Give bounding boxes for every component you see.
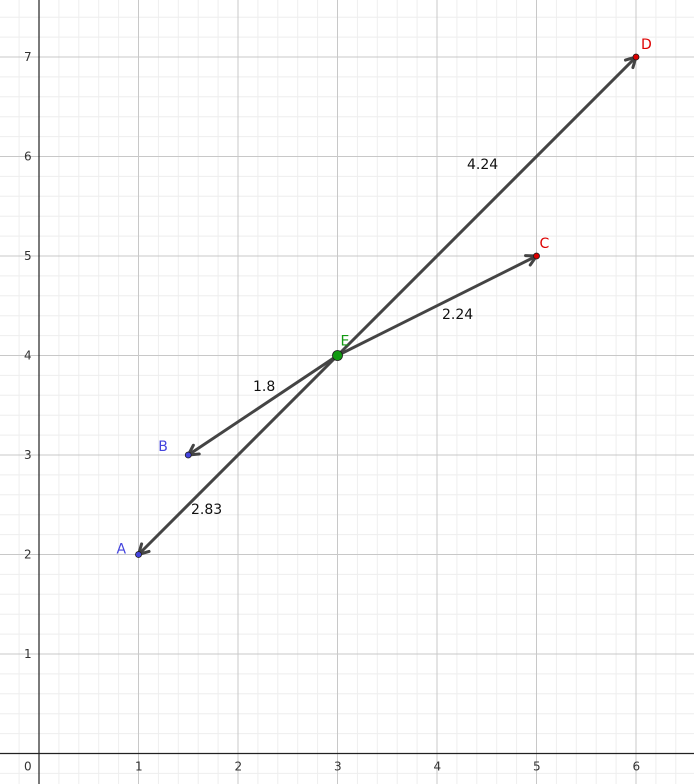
x-tick-label: 4: [434, 760, 442, 774]
y-tick-label: 6: [24, 150, 32, 164]
vector-eb[interactable]: [186, 354, 339, 457]
length-label-ea: 2.83: [191, 502, 222, 518]
point-labels: A B C D E: [117, 37, 652, 558]
x-tick-label: 1: [135, 760, 143, 774]
point-label-b: B: [158, 439, 168, 455]
points: [135, 53, 640, 558]
segment-labels: 2.83 1.8 2.24 4.24: [191, 157, 498, 518]
vectors: [137, 55, 638, 556]
x-tick-label: 0: [24, 760, 32, 774]
length-label-ec: 2.24: [442, 307, 473, 323]
x-tick-label: 6: [633, 760, 641, 774]
x-tick-label: 5: [533, 760, 541, 774]
point-e[interactable]: [332, 350, 343, 361]
x-tick-label: 3: [334, 760, 342, 774]
y-tick-label: 2: [24, 548, 32, 562]
point-a[interactable]: [135, 551, 142, 558]
length-label-ed: 4.24: [467, 157, 498, 173]
point-label-a: A: [117, 542, 127, 558]
y-tick-labels: 1 2 3 4 5 6 7: [24, 50, 32, 661]
x-tick-label: 2: [235, 760, 243, 774]
y-tick-label: 5: [24, 249, 32, 263]
y-tick-label: 1: [24, 647, 32, 661]
y-tick-label: 4: [24, 349, 32, 363]
vector-ea[interactable]: [137, 354, 339, 556]
point-c[interactable]: [533, 252, 540, 260]
point-d[interactable]: [632, 53, 640, 61]
vector-ec[interactable]: [336, 254, 538, 357]
point-b[interactable]: [184, 451, 192, 459]
vector-ed[interactable]: [336, 55, 638, 357]
length-label-eb: 1.8: [253, 379, 275, 395]
x-tick-labels: 0 1 2 3 4 5 6: [24, 760, 640, 774]
y-tick-label: 3: [24, 448, 32, 462]
point-label-d: D: [641, 37, 652, 53]
point-label-c: C: [540, 236, 550, 252]
y-tick-label: 7: [24, 50, 32, 64]
point-label-e: E: [341, 334, 350, 350]
